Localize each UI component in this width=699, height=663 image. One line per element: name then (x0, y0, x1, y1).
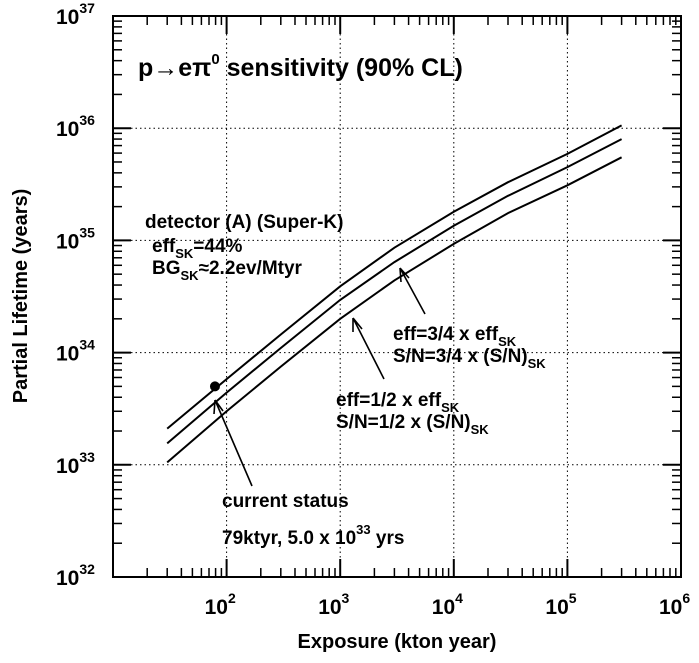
x-tick-label: 106 (659, 590, 690, 619)
y-tick-label: 1032 (56, 561, 95, 590)
detector-bg-label: BGSK≈2.2ev/Mtyr (152, 258, 303, 283)
x-tick-label: 105 (545, 590, 576, 619)
eff12-line2: S/N=1/2 x (S/N)SK (336, 412, 489, 437)
y-tick-labels: 1032 1033 1034 1035 1036 1037 (56, 0, 95, 590)
eff34-line2: S/N=3/4 x (S/N)SK (393, 346, 546, 371)
detector-eff-label: effSK=44% (152, 236, 243, 261)
arrow-eff34 (399, 267, 426, 315)
y-tick-label: 1036 (56, 112, 95, 141)
annotation-arrows (213, 267, 426, 487)
x-axis-label: Exposure (kton year) (298, 631, 497, 653)
x-tick-label: 102 (205, 590, 236, 619)
detector-label: detector (A) (Super-K) (145, 212, 343, 233)
grid-lines (113, 16, 681, 577)
y-tick-label: 1037 (56, 0, 95, 29)
chart-title: p→eπ0 sensitivity (90% CL) (138, 51, 463, 82)
plot-frame (112, 15, 682, 578)
x-tick-labels: 102 103 104 105 106 (205, 590, 691, 619)
series-line-eff-1-2 (166, 156, 623, 464)
y-axis-label: Partial Lifetime (years) (10, 189, 32, 404)
series-line-detector-a (166, 124, 623, 430)
y-tick-label: 1033 (56, 449, 95, 478)
y-tick-label: 1034 (56, 337, 95, 366)
current-status-line1: current status (222, 491, 349, 512)
axis-ticks (112, 15, 682, 578)
current-status-point (209, 381, 220, 392)
series-line-eff-3-4 (166, 138, 623, 445)
x-tick-label: 104 (432, 590, 463, 619)
x-tick-label: 103 (318, 590, 349, 619)
current-status-line2: 79ktyr, 5.0 x 1033 yrs (222, 522, 404, 549)
series-lines (166, 124, 623, 464)
y-tick-label: 1035 (56, 224, 95, 253)
eff34-line1: eff=3/4 x effSK (393, 324, 517, 349)
arrow-current-status (213, 399, 253, 487)
arrow-eff12 (352, 317, 385, 380)
eff12-line1: eff=1/2 x effSK (336, 390, 460, 415)
